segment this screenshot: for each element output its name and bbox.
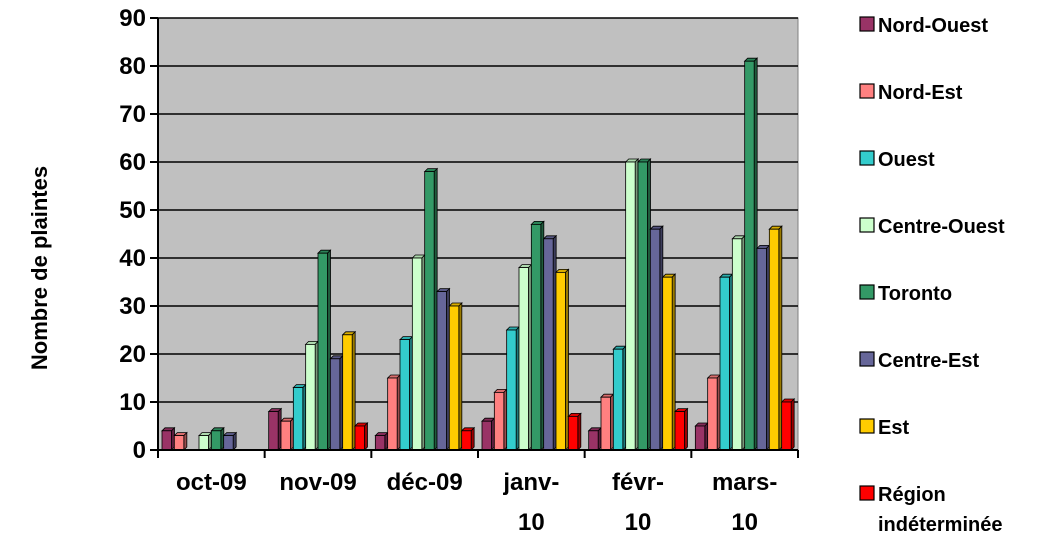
legend-label: Toronto <box>878 283 952 305</box>
x-tick-label: oct-09 <box>176 469 247 496</box>
bar <box>530 220 545 451</box>
bar <box>768 225 783 451</box>
bar <box>637 158 652 451</box>
bar <box>411 254 426 451</box>
bar <box>460 426 476 451</box>
legend-swatch <box>859 418 875 434</box>
bar <box>210 426 225 451</box>
legend-swatch <box>859 485 875 501</box>
bar <box>612 345 627 451</box>
y-tick-label: 20 <box>119 341 146 368</box>
bar <box>280 417 295 451</box>
legend-swatch <box>859 217 875 233</box>
y-tick-label: 10 <box>119 389 146 416</box>
legend-label: indéterminée <box>878 514 1002 536</box>
bar <box>719 273 734 451</box>
legend-swatch <box>859 284 875 300</box>
y-tick-label: 70 <box>119 101 146 128</box>
bar <box>198 431 213 451</box>
bar <box>161 426 176 451</box>
x-tick-label: déc-09 <box>387 469 463 496</box>
bar <box>624 158 640 451</box>
y-tick-label: 0 <box>133 437 146 464</box>
bar <box>222 431 238 451</box>
bar <box>694 422 709 451</box>
legend-item: Toronto <box>859 283 952 305</box>
bar <box>780 398 796 451</box>
y-tick-label: 80 <box>119 53 146 80</box>
legend: Nord-Ouest Nord-Est Ouest Centre-Ouest Toron… <box>859 15 1005 536</box>
bar <box>292 383 307 451</box>
bar <box>493 388 508 451</box>
legend-item: Est <box>859 417 909 439</box>
bar <box>743 57 759 451</box>
x-tick-label: févr- <box>612 469 664 496</box>
legend-label: Région <box>878 484 946 506</box>
plot-area <box>157 17 799 451</box>
bar <box>600 393 615 451</box>
bar <box>731 234 746 451</box>
x-ticks: oct-09 nov-09 déc-09 janv- 10 févr- 10 mars- 10 <box>157 450 799 536</box>
legend-item: Région indéterminée <box>859 484 1002 536</box>
x-tick-label: janv- <box>502 469 559 496</box>
bar <box>542 234 558 451</box>
bar <box>304 340 320 451</box>
bar <box>756 244 771 451</box>
bar <box>481 417 496 451</box>
bar <box>267 407 283 451</box>
bar <box>505 326 521 451</box>
bars <box>161 57 796 451</box>
legend-label: Nord-Est <box>878 82 963 104</box>
bar <box>674 407 689 451</box>
bar <box>706 374 722 451</box>
y-ticks: 0 10 20 30 40 50 60 70 80 90 <box>119 5 158 464</box>
bar <box>386 374 402 451</box>
gridlines <box>158 17 798 403</box>
legend-item: Centre-Ouest <box>859 216 1005 238</box>
legend-swatch <box>859 16 875 32</box>
legend-item: Nord-Est <box>859 82 963 104</box>
bar <box>423 167 439 451</box>
y-tick-label: 50 <box>119 197 146 224</box>
legend-item: Centre-Est <box>859 350 979 372</box>
y-tick-label: 30 <box>119 293 146 320</box>
legend-label: Centre-Ouest <box>878 216 1005 238</box>
legend-swatch <box>859 83 875 99</box>
bar <box>329 354 344 451</box>
y-tick-label: 40 <box>119 245 146 272</box>
x-tick-label: nov-09 <box>279 469 356 496</box>
legend-label: Centre-Est <box>878 350 979 372</box>
legend-label: Ouest <box>878 149 935 171</box>
legend-item: Nord-Ouest <box>859 15 988 37</box>
x-tick-label: 10 <box>625 509 652 536</box>
bar <box>341 330 357 451</box>
y-tick-label: 60 <box>119 149 146 176</box>
x-tick-label: 10 <box>518 509 545 536</box>
x-tick-label: 10 <box>731 509 758 536</box>
bar <box>555 268 570 451</box>
bar <box>173 431 188 451</box>
bar <box>374 431 389 451</box>
x-tick-label: mars- <box>712 469 777 496</box>
legend-label: Nord-Ouest <box>878 15 988 37</box>
legend-swatch <box>859 150 875 166</box>
bar <box>317 249 332 451</box>
y-tick-label: 90 <box>119 5 146 32</box>
bar <box>587 426 603 451</box>
bar <box>399 335 414 451</box>
bar <box>518 263 533 451</box>
y-axis-label: Nombre de plaintes <box>27 166 52 370</box>
bar <box>436 287 451 451</box>
bar <box>448 302 463 451</box>
bar <box>354 422 369 451</box>
bar <box>661 273 677 451</box>
bar <box>649 225 664 451</box>
bar <box>567 412 582 451</box>
legend-swatch <box>859 351 875 367</box>
legend-label: Est <box>878 417 909 439</box>
legend-item: Ouest <box>859 149 935 171</box>
